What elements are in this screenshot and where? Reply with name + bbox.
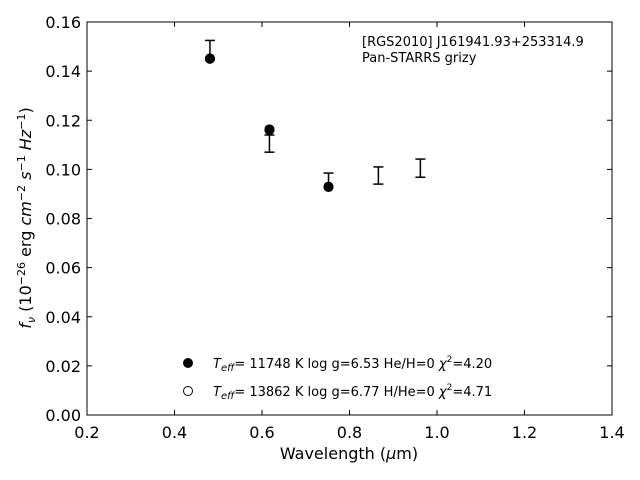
x-tick-label: 0.4 xyxy=(162,423,187,442)
y-tick-label: 0.06 xyxy=(45,259,81,278)
model-point-open xyxy=(323,181,334,192)
legend-entry-label: Teff= 13862 K log g=6.77 H/He=0 χ2=4.71 xyxy=(213,383,492,402)
model-point-open xyxy=(204,53,215,64)
errorbar xyxy=(415,158,426,178)
errorbar xyxy=(373,166,384,185)
observed-errorbars xyxy=(204,39,426,189)
model-points xyxy=(204,53,334,193)
y-tick-label: 0.02 xyxy=(45,357,81,376)
y-tick-label: 0.16 xyxy=(45,13,81,32)
y-axis: 0.00 0.02 0.04 0.06 0.08 0.10 0.12 0.14 0.16 xyxy=(45,13,612,425)
y-tick-label: 0.08 xyxy=(45,210,81,229)
y-axis-label: fν (10−26 erg cm−2 s−1 Hz−1) xyxy=(15,107,38,328)
annotation-survey-name: Pan-STARRS grizy xyxy=(362,51,477,66)
legend: Teff= 11748 K log g=6.53 He/H=0 χ2=4.20 T… xyxy=(183,355,492,402)
plot-area xyxy=(86,21,613,416)
annotation-target-name: [RGS2010] J161941.93+253314.9 xyxy=(362,35,584,50)
legend-marker-open xyxy=(183,386,193,396)
x-axis-label: Wavelength (μm) xyxy=(280,444,418,463)
model-point-filled xyxy=(264,124,275,135)
x-tick-label: 1.0 xyxy=(424,423,449,442)
y-tick-label: 0.14 xyxy=(45,62,81,81)
y-tick-label: 0.10 xyxy=(45,160,81,179)
x-tick-label: 1.2 xyxy=(512,423,537,442)
x-tick-label: 0.2 xyxy=(74,423,99,442)
model-point-open xyxy=(264,125,275,136)
x-tick-label: 1.4 xyxy=(599,423,624,442)
y-tick-label: 0.12 xyxy=(45,111,81,130)
x-tick-label: 0.6 xyxy=(249,423,274,442)
legend-entry-label: Teff= 11748 K log g=6.53 He/H=0 χ2=4.20 xyxy=(213,355,492,374)
y-tick-label: 0.00 xyxy=(45,406,81,425)
legend-marker-filled xyxy=(183,358,193,368)
x-tick-label: 0.8 xyxy=(337,423,362,442)
y-tick-label: 0.04 xyxy=(45,308,81,327)
x-axis: 0.2 0.4 0.6 0.8 1.0 1.2 1.4 xyxy=(74,22,625,442)
